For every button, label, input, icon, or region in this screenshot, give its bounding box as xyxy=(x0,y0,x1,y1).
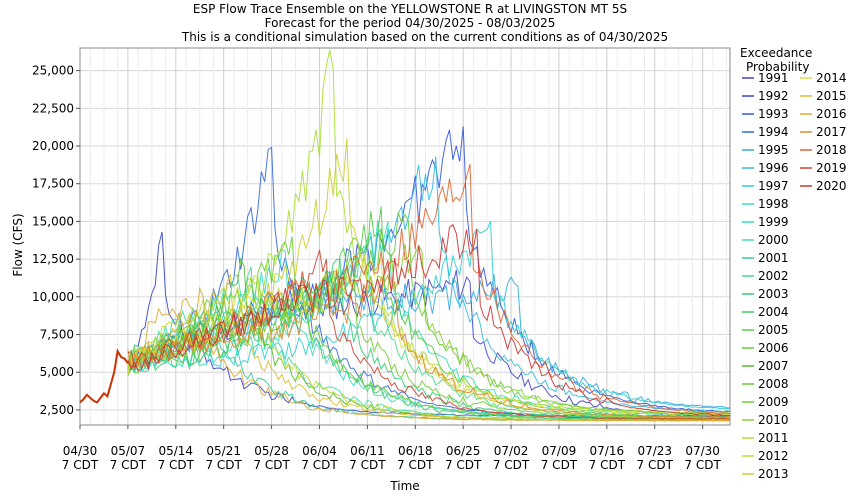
x-tick-label: 05/14 xyxy=(158,444,193,458)
legend-item: 2005 xyxy=(758,323,789,337)
y-tick-label: 17,500 xyxy=(32,177,74,191)
legend-item: 1997 xyxy=(758,179,789,193)
legend-item: 2018 xyxy=(816,143,847,157)
x-tick-label-sub: 7 CDT xyxy=(637,458,674,472)
legend-item: 1991 xyxy=(758,71,789,85)
legend-title-2: Probability xyxy=(746,60,809,74)
chart-subtitle: Forecast for the period 04/30/2025 - 08/… xyxy=(265,16,556,30)
y-tick-label: 2,500 xyxy=(40,403,74,417)
y-tick-label: 15,000 xyxy=(32,214,74,228)
series-line-2001 xyxy=(127,295,731,422)
legend-item: 2002 xyxy=(758,269,789,283)
series-line-2016 xyxy=(127,286,731,422)
plot-area xyxy=(79,47,731,426)
legend: Exceedance Probability 1991 1992 1993 1994 1… xyxy=(740,46,847,481)
series-line-2008 xyxy=(127,212,731,415)
x-tick-label-sub: 7 CDT xyxy=(110,458,147,472)
legend-item: 1996 xyxy=(758,161,789,175)
series-line-2005 xyxy=(127,206,731,418)
x-tick-label: 06/25 xyxy=(446,444,481,458)
series-line-2011 xyxy=(127,49,730,414)
series-line-2000 xyxy=(127,266,731,421)
y-tick-label: 10,000 xyxy=(32,290,74,304)
y-tick-label: 25,000 xyxy=(32,64,74,78)
legend-item: 2012 xyxy=(758,449,789,463)
legend-item: 1995 xyxy=(758,143,789,157)
legend-item: 2000 xyxy=(758,233,789,247)
x-tick-label-sub: 7 CDT xyxy=(253,458,290,472)
x-tick-label-sub: 7 CDT xyxy=(589,458,626,472)
chart-title: ESP Flow Trace Ensemble on the YELLOWSTO… xyxy=(193,2,627,16)
series-lines xyxy=(79,49,731,422)
x-tick-label: 07/02 xyxy=(494,444,529,458)
x-tick-label: 04/30 xyxy=(63,444,98,458)
legend-item: 1993 xyxy=(758,107,789,121)
chart-subtitle-2: This is a conditional simulation based o… xyxy=(181,30,668,44)
legend-item: 2004 xyxy=(758,305,789,319)
x-tick-label: 05/21 xyxy=(206,444,241,458)
x-tick-label: 05/28 xyxy=(254,444,289,458)
series-line-2017 xyxy=(127,273,730,419)
legend-item: 2013 xyxy=(758,467,789,481)
legend-item: 2017 xyxy=(816,125,847,139)
x-tick-label: 07/09 xyxy=(542,444,577,458)
legend-item: 2019 xyxy=(816,161,847,175)
legend-item: 1994 xyxy=(758,125,789,139)
legend-title-1: Exceedance xyxy=(740,46,812,60)
x-tick-label-sub: 7 CDT xyxy=(541,458,578,472)
legend-item: 1998 xyxy=(758,197,789,211)
x-tick-label-sub: 7 CDT xyxy=(493,458,530,472)
legend-item: 2001 xyxy=(758,251,789,265)
legend-item: 2010 xyxy=(758,413,789,427)
x-tick-label-sub: 7 CDT xyxy=(301,458,338,472)
y-tick-label: 22,500 xyxy=(32,101,74,115)
y-tick-label: 5,000 xyxy=(40,365,74,379)
x-tick-label: 06/04 xyxy=(302,444,337,458)
legend-item: 2015 xyxy=(816,89,847,103)
x-tick-label-sub: 7 CDT xyxy=(684,458,721,472)
x-tick-label: 07/23 xyxy=(637,444,672,458)
x-tick-label: 06/11 xyxy=(350,444,385,458)
series-line-1997 xyxy=(127,221,731,410)
x-tick-label-sub: 7 CDT xyxy=(397,458,434,472)
series-line-2014 xyxy=(127,253,731,416)
x-tick-label: 06/18 xyxy=(398,444,433,458)
x-tick-label-sub: 7 CDT xyxy=(158,458,195,472)
legend-item: 2006 xyxy=(758,341,789,355)
x-tick-label-sub: 7 CDT xyxy=(349,458,386,472)
series-line-2019 xyxy=(127,249,731,420)
legend-item: 1992 xyxy=(758,89,789,103)
y-tick-label: 20,000 xyxy=(32,139,74,153)
legend-item: 2008 xyxy=(758,377,789,391)
x-tick-label: 07/30 xyxy=(685,444,720,458)
series-line-1993 xyxy=(127,126,731,413)
legend-item: 2020 xyxy=(816,179,847,193)
legend-item: 2011 xyxy=(758,431,789,445)
legend-item: 1999 xyxy=(758,215,789,229)
y-axis-label: Flow (CFS) xyxy=(11,213,25,276)
y-axis: 2,500 5,000 7,500 10,000 12,500 15,000 17,500 2… xyxy=(32,64,80,417)
y-tick-label: 7,500 xyxy=(40,328,74,342)
x-tick-label-sub: 7 CDT xyxy=(445,458,482,472)
legend-item: 2003 xyxy=(758,287,789,301)
legend-item: 2016 xyxy=(816,107,847,121)
x-tick-label: 07/16 xyxy=(590,444,625,458)
series-line-2009 xyxy=(127,256,731,419)
series-line-2013 xyxy=(127,138,730,420)
series-line-1999 xyxy=(127,220,731,417)
x-tick-label-sub: 7 CDT xyxy=(62,458,99,472)
series-line-2020 xyxy=(127,223,731,417)
x-tick-label-sub: 7 CDT xyxy=(205,458,242,472)
y-tick-label: 12,500 xyxy=(32,252,74,266)
legend-item: 2014 xyxy=(816,71,847,85)
legend-item: 2009 xyxy=(758,395,789,409)
observed-line xyxy=(79,348,129,404)
x-tick-label: 05/07 xyxy=(111,444,146,458)
x-axis-label: Time xyxy=(389,479,419,493)
legend-item: 2007 xyxy=(758,359,789,373)
